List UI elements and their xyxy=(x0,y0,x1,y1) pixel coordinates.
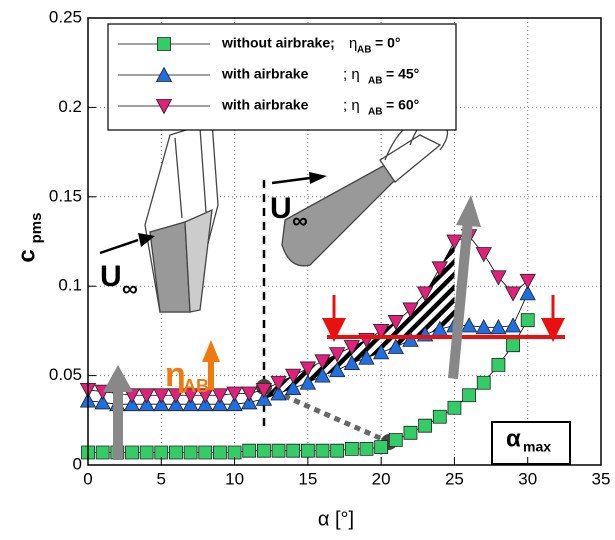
u-sub: ∞ xyxy=(122,276,138,301)
marker xyxy=(462,318,477,332)
marker xyxy=(345,442,358,455)
u-symbol: U xyxy=(100,260,122,293)
legend-marker xyxy=(158,38,171,51)
marker xyxy=(477,376,490,389)
marker xyxy=(169,446,182,459)
marker xyxy=(213,446,226,459)
marker xyxy=(96,446,109,459)
y-tick-label: 0.05 xyxy=(49,365,82,384)
marker xyxy=(360,442,373,455)
legend-param-value: = 60° xyxy=(386,97,419,113)
marker xyxy=(316,444,329,457)
marker xyxy=(242,387,257,401)
marker xyxy=(521,314,534,327)
marker xyxy=(331,444,344,457)
x-tick-label: 35 xyxy=(592,469,611,488)
y-tick-label: 0.25 xyxy=(49,7,82,26)
legend-param-value: = 0° xyxy=(375,35,400,51)
marker xyxy=(389,433,402,446)
x-tick-label: 15 xyxy=(298,469,317,488)
marker xyxy=(199,446,212,459)
legend-label: with airbrake xyxy=(221,97,309,113)
alpha-sub: max xyxy=(523,439,551,455)
eta-annotation: η AB xyxy=(165,340,220,396)
legend-param: ; η xyxy=(343,66,360,83)
x-tick-label: 20 xyxy=(372,469,391,488)
legend-param-sub: AB xyxy=(368,107,382,118)
marker xyxy=(301,444,314,457)
chart: η AB U ∞ U ∞ α max 0 5 10 15 20 25 30 35 0 0.05 0.… xyxy=(0,0,615,540)
legend-label: with airbrake xyxy=(221,66,309,82)
y-axis-label-sub: pms xyxy=(28,213,45,244)
y-tick-label: 0.2 xyxy=(58,97,82,116)
marker xyxy=(404,426,417,439)
marker xyxy=(184,446,197,459)
u-sub: ∞ xyxy=(292,208,308,233)
u-symbol: U xyxy=(270,192,292,225)
y-axis-label: c xyxy=(13,249,40,262)
x-tick-label: 25 xyxy=(445,469,464,488)
eta-sub: AB xyxy=(183,376,209,396)
marker xyxy=(212,389,227,403)
marker xyxy=(506,287,521,301)
legend-param-value: = 45° xyxy=(386,66,419,82)
y-tick-label: 0.15 xyxy=(49,186,82,205)
y-tick-label: 0.1 xyxy=(58,276,82,295)
marker xyxy=(476,248,491,262)
marker xyxy=(139,389,154,403)
marker xyxy=(257,444,270,457)
alpha-symbol: α xyxy=(506,425,521,452)
marker xyxy=(463,389,476,402)
airbrake-sketch-open xyxy=(282,113,450,266)
marker xyxy=(507,339,520,352)
marker xyxy=(448,401,461,414)
x-axis-label: α [°] xyxy=(318,508,354,530)
airbrake-sketch xyxy=(145,122,218,312)
marker xyxy=(506,318,521,332)
legend-param-sub: AB xyxy=(368,76,382,87)
flow-arrow xyxy=(272,178,310,183)
marker xyxy=(272,444,285,457)
marker xyxy=(125,446,138,459)
legend-label: without airbrake; xyxy=(221,35,335,51)
legend-param-sub: AB xyxy=(357,45,371,56)
flow-arrow xyxy=(100,240,138,253)
marker xyxy=(375,441,388,454)
legend-param: ; η xyxy=(343,97,360,114)
marker xyxy=(492,358,505,371)
marker xyxy=(140,446,153,459)
marker xyxy=(243,444,256,457)
marker xyxy=(433,410,446,423)
x-tick-label: 5 xyxy=(157,469,166,488)
marker xyxy=(287,444,300,457)
marker xyxy=(447,235,462,249)
y-tick-label: 0 xyxy=(73,454,82,473)
marker xyxy=(419,419,432,432)
x-tick-label: 0 xyxy=(83,469,92,488)
flow-arrowhead xyxy=(309,172,327,184)
x-tick-label: 10 xyxy=(225,469,244,488)
x-tick-label: 30 xyxy=(518,469,537,488)
